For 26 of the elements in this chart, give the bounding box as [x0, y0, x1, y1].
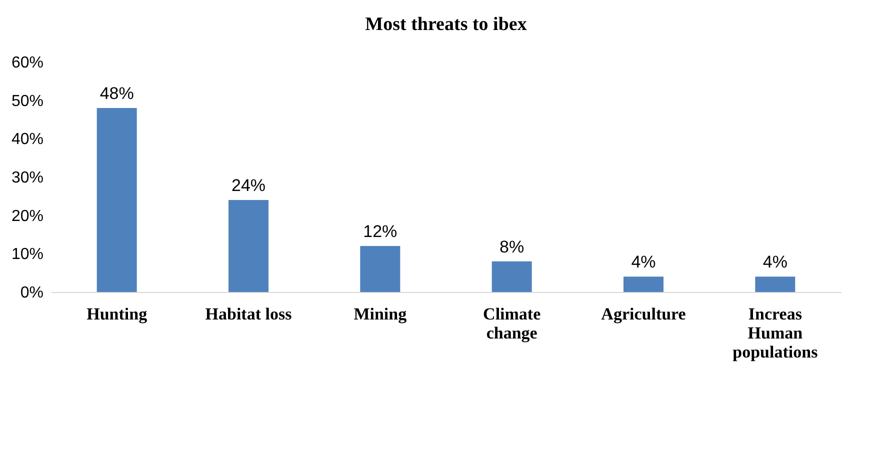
- x-tick-label: Agriculture: [601, 304, 686, 324]
- data-label: 12%: [363, 222, 398, 241]
- data-label: 24%: [231, 176, 266, 195]
- x-tick-label: Increas Human populations: [732, 304, 818, 362]
- bar: [96, 108, 137, 292]
- y-tick-label: 10%: [11, 246, 44, 264]
- y-tick-label: 50%: [11, 92, 44, 110]
- x-tick-label: Hunting: [86, 304, 148, 324]
- bar: [360, 246, 400, 292]
- chart-title: Most threats to ibex: [365, 14, 528, 35]
- y-tick-label: 30%: [11, 170, 44, 186]
- x-tick-label: Mining: [354, 304, 408, 324]
- data-label: 8%: [500, 237, 524, 256]
- y-tick-label: 40%: [11, 131, 44, 148]
- x-tick-label: Habitat loss: [205, 304, 292, 324]
- y-tick-label: 0%: [20, 284, 44, 302]
- data-label: 4%: [631, 252, 656, 272]
- y-tick-label: 20%: [11, 208, 44, 225]
- bar: [228, 200, 268, 292]
- bar: [624, 276, 664, 292]
- bar: [492, 261, 532, 292]
- data-label: 4%: [762, 252, 788, 272]
- x-tick-label: Climate change: [483, 304, 542, 342]
- bar: [755, 276, 796, 292]
- data-label: 48%: [100, 84, 134, 103]
- y-tick-label: 60%: [11, 54, 44, 72]
